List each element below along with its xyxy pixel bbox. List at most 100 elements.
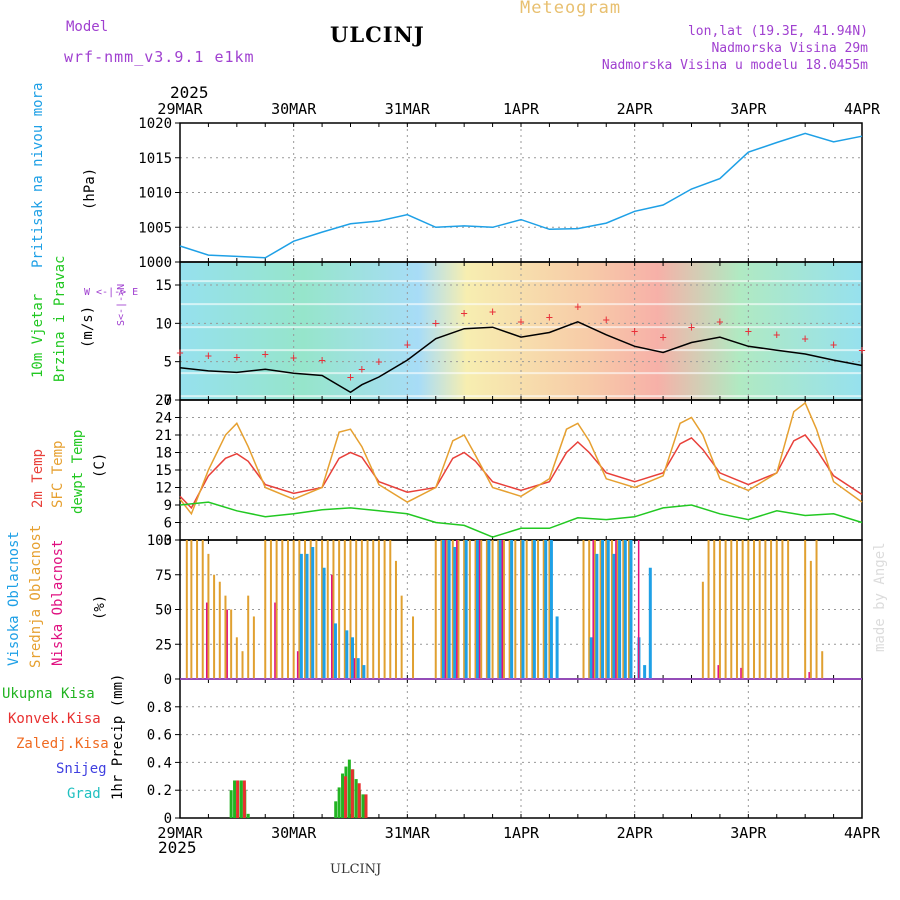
gust-marker: +: [574, 299, 581, 313]
precip-legend-hail: Grad: [67, 786, 101, 802]
temp-2m-line: [179, 434, 863, 510]
y-tick-label: 50: [155, 603, 172, 619]
y-tick-label: 21: [155, 428, 172, 444]
footer-station: ULCINJ: [330, 862, 382, 877]
precip-legend-conv: Konvek.Kisa: [8, 711, 101, 727]
wind-barb-field: [180, 262, 862, 400]
model-name: wrf-nmm_v3.9.1 e1km: [64, 48, 255, 66]
y-tick-label: 0.8: [147, 700, 172, 716]
x-tick-label-top: 4APR: [844, 100, 881, 118]
precip-legend-frz: Zaledj.Kisa: [16, 736, 109, 752]
conv-rain-bar: [242, 780, 246, 818]
y-tick-label: 1020: [138, 116, 172, 132]
y-tick-label: 1010: [138, 186, 172, 202]
total-rain-bar: [334, 801, 338, 818]
gust-marker: +: [404, 338, 411, 352]
y-tick-label: 5: [164, 355, 172, 371]
model-label: Model: [66, 19, 109, 35]
gust-marker: +: [802, 332, 809, 346]
gust-marker: +: [176, 345, 183, 359]
y-tick-label: 10: [155, 316, 172, 332]
conv-rain-bar: [344, 776, 348, 818]
gust-marker: +: [546, 310, 553, 324]
precip-legend-total: Ukupna Kisa: [2, 686, 95, 702]
gust-marker: +: [631, 324, 638, 338]
y-tick-label: 75: [155, 568, 172, 584]
gust-marker: +: [659, 330, 666, 344]
x-tick-label-bottom: 2APR: [617, 824, 654, 842]
x-tick-label-top: 3APR: [730, 100, 767, 118]
pressure-line: [179, 132, 863, 259]
gust-marker: +: [517, 315, 524, 329]
gust-marker: +: [205, 348, 212, 362]
dewpt-line: [179, 501, 863, 538]
total-rain-bar: [354, 779, 358, 818]
gust-marker: +: [318, 353, 325, 367]
gust-marker: +: [489, 305, 496, 319]
x-tick-label-top: 31MAR: [385, 100, 431, 118]
model-altitude-info: Nadmorska Visina u modelu 18.0455m: [601, 58, 868, 73]
y-tick-label: 24: [155, 411, 172, 427]
y-tick-label: 1005: [138, 220, 172, 236]
gust-marker: +: [688, 320, 695, 334]
x-tick-label-bottom: 1APR: [503, 824, 540, 842]
x-tick-label-top: 1APR: [503, 100, 540, 118]
y-tick-label: 18: [155, 446, 172, 462]
y-tick-label: 0: [164, 811, 172, 827]
x-tick-label-bottom: 29MAR: [157, 824, 203, 842]
sfc-temp-line: [179, 401, 863, 516]
lonlat-info: lon,lat (19.3E, 41.94N): [687, 24, 868, 39]
y-tick-label: 25: [155, 637, 172, 653]
y-tick-label: 100: [147, 533, 172, 549]
y-tick-label: 6: [164, 516, 172, 532]
gust-marker: +: [773, 328, 780, 342]
gust-marker: +: [233, 350, 240, 364]
gust-marker: +: [432, 316, 439, 330]
conv-rain-bar: [364, 794, 368, 818]
total-rain-bar: [246, 813, 250, 818]
y-tick-label: 1000: [138, 255, 172, 271]
conv-rain-bar: [350, 769, 354, 818]
y-tick-label: 0.6: [147, 728, 172, 744]
x-tick-label-bottom: 3APR: [730, 824, 767, 842]
total-rain-bar: [347, 759, 351, 818]
panel-frame: [179, 678, 863, 819]
gust-marker: +: [603, 312, 610, 326]
wind-speed-line: [179, 320, 863, 394]
total-rain-bar: [341, 773, 345, 818]
wind-legend-ew: W <-|-> E: [84, 287, 139, 298]
gust-marker: +: [830, 338, 837, 352]
conv-rain-bar: [357, 783, 361, 818]
altitude-info: Nadmorska Visina 29m: [711, 41, 868, 56]
y-tick-label: 27: [155, 393, 172, 409]
x-tick-label-bottom: 30MAR: [271, 824, 317, 842]
x-tick-label-bottom: 4APR: [844, 824, 881, 842]
x-tick-label-top: 29MAR: [157, 100, 203, 118]
y-tick-label: 1015: [138, 151, 172, 167]
precip-legend-snow: Snijeg: [56, 761, 107, 777]
year-bottom: 2025: [158, 838, 197, 857]
total-rain-bar: [229, 790, 233, 818]
gust-marker: +: [262, 347, 269, 361]
x-tick-label-top: 30MAR: [271, 100, 317, 118]
y-tick-label: 0: [164, 393, 172, 409]
gust-marker: +: [358, 362, 365, 376]
gust-marker: +: [347, 370, 354, 384]
y-tick-label: 12: [155, 481, 172, 497]
y-tick-label: 0: [164, 672, 172, 688]
conv-rain-bar: [236, 780, 240, 818]
y-tick-label: 15: [155, 463, 172, 479]
total-rain-bar: [233, 780, 237, 818]
y-tick-label: 0.2: [147, 783, 172, 799]
total-rain-bar: [337, 787, 341, 818]
total-rain-bar: [239, 780, 243, 818]
year-top: 2025: [170, 83, 209, 102]
product-title: Meteogram: [520, 0, 622, 18]
gust-marker: +: [716, 315, 723, 329]
gust-marker: +: [375, 355, 382, 369]
gust-marker: +: [858, 343, 865, 357]
y-tick-label: 9: [164, 498, 172, 514]
x-tick-label-bottom: 31MAR: [385, 824, 431, 842]
